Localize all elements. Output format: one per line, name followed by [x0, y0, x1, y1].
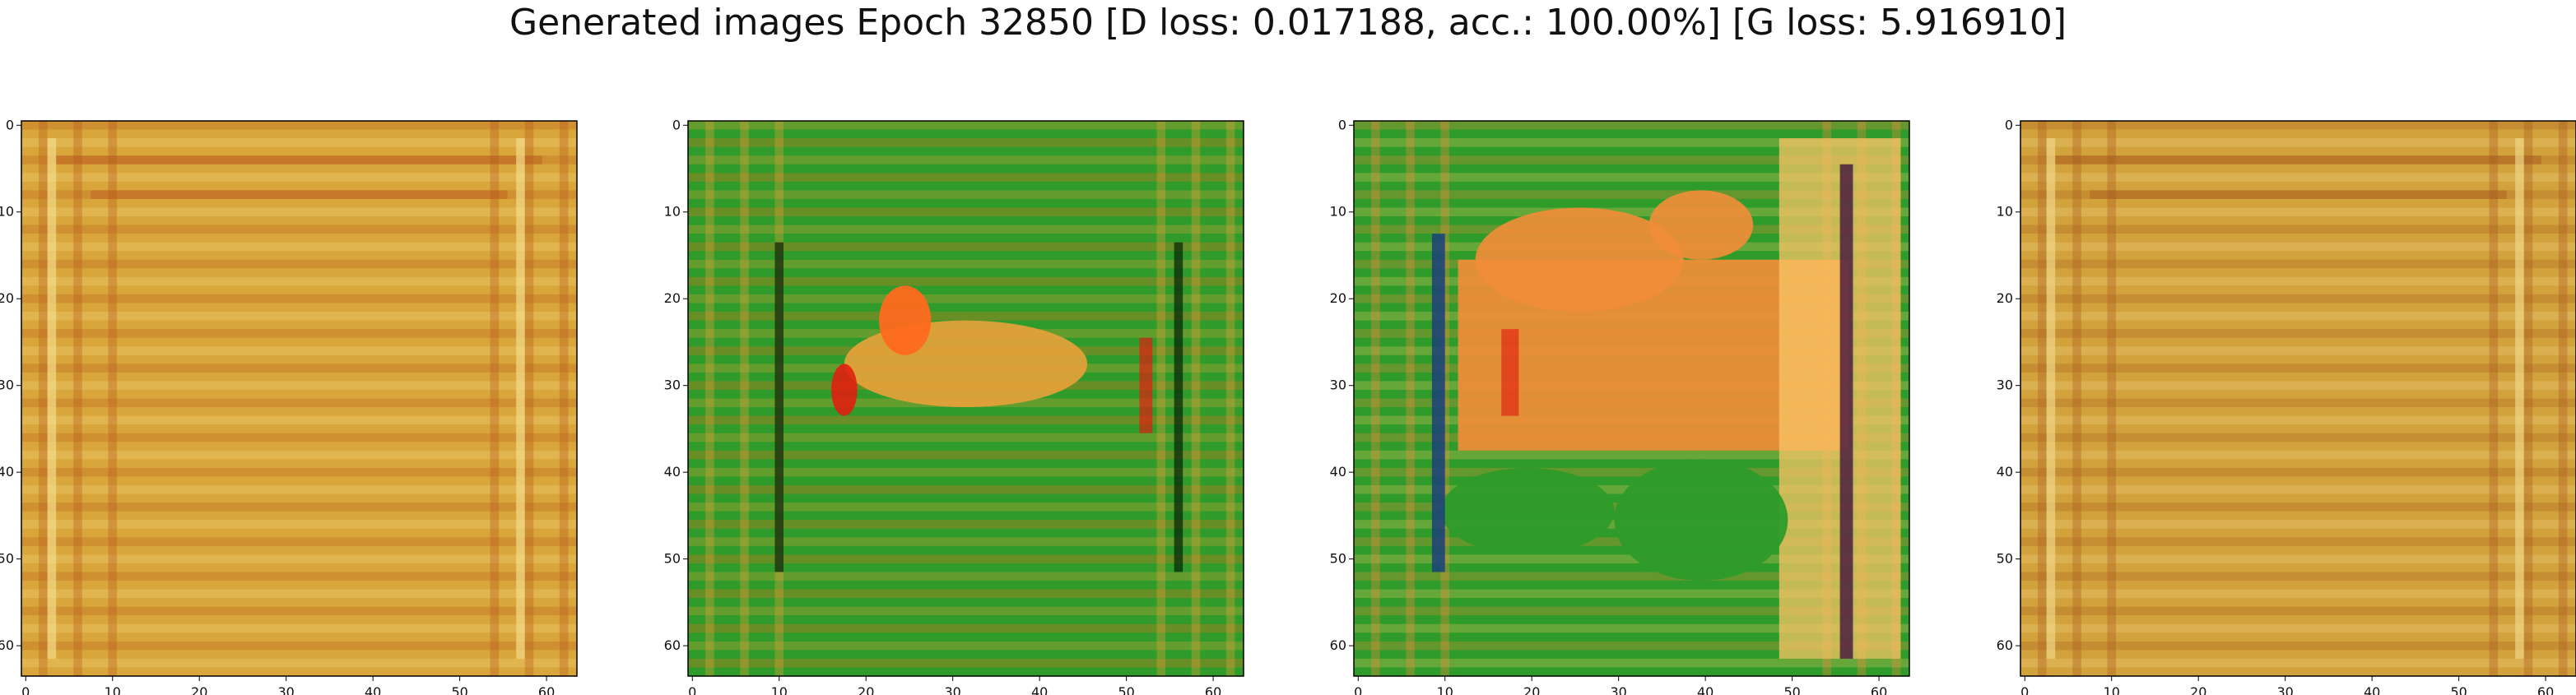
x-tick-label: 30 — [1611, 684, 1627, 695]
x-tick-label: 40 — [1031, 684, 1048, 695]
y-tick-label: 40 — [0, 464, 14, 480]
y-tick-label: 0 — [672, 117, 681, 132]
y-tick-label: 40 — [1997, 464, 2013, 480]
y-tick-label: 0 — [6, 117, 14, 132]
x-tick-label: 10 — [2104, 684, 2120, 695]
y-tick-label: 40 — [1330, 464, 1346, 480]
x-tick-label: 30 — [278, 684, 295, 695]
y-tick-label: 30 — [0, 378, 14, 393]
x-tick-label: 10 — [1437, 684, 1453, 695]
y-tick-label: 10 — [664, 204, 681, 220]
y-tick-label: 50 — [664, 551, 681, 567]
x-tick-label: 60 — [2537, 684, 2554, 695]
x-tick-label: 50 — [451, 684, 467, 695]
image-panel-4: 0 10 20 30 40 50 60 0 10 20 30 40 50 60 — [1997, 117, 2576, 695]
x-tick-label: 50 — [1783, 684, 1800, 695]
x-tick-label: 30 — [2277, 684, 2294, 695]
image-panel-2: 0 10 20 30 40 50 60 0 10 20 30 40 50 60 — [664, 117, 1244, 695]
y-tick-label: 10 — [1997, 204, 2013, 220]
y-tick-label: 30 — [664, 378, 681, 393]
x-tick-label: 50 — [2450, 684, 2467, 695]
generated-image-3 — [1354, 121, 1909, 676]
x-tick-label: 40 — [365, 684, 381, 695]
x-tick-label: 0 — [1354, 684, 1362, 695]
image-panel-1: 0 10 20 30 40 50 60 0 10 20 30 40 50 60 — [0, 117, 578, 695]
x-tick-label: 50 — [1118, 684, 1134, 695]
x-tick-label: 40 — [2364, 684, 2380, 695]
y-tick-label: 50 — [1997, 551, 2013, 567]
generated-image-4 — [2020, 121, 2576, 676]
y-tick-label: 20 — [664, 290, 681, 306]
x-tick-label: 40 — [1697, 684, 1713, 695]
axes-frame — [21, 120, 578, 677]
y-tick-label: 60 — [664, 637, 681, 653]
x-tick-label: 60 — [1205, 684, 1221, 695]
y-tick-label: 60 — [1997, 637, 2013, 653]
y-tick-label: 50 — [1330, 551, 1346, 567]
y-tick-label: 20 — [0, 290, 14, 306]
y-tick-label: 40 — [664, 464, 681, 480]
y-tick-label: 20 — [1997, 290, 2013, 306]
axes-frame — [2020, 120, 2576, 677]
x-tick-label: 20 — [191, 684, 207, 695]
y-tick-label: 20 — [1330, 290, 1346, 306]
y-tick-label: 10 — [0, 204, 14, 220]
x-tick-label: 0 — [21, 684, 30, 695]
axes-frame — [1353, 120, 1910, 677]
y-tick-label: 10 — [1330, 204, 1346, 220]
y-tick-label: 0 — [1338, 117, 1346, 132]
y-tick-label: 60 — [1330, 637, 1346, 653]
y-tick-label: 30 — [1330, 378, 1346, 393]
y-tick-label: 50 — [0, 551, 14, 567]
x-tick-label: 20 — [858, 684, 874, 695]
image-panel-3: 0 10 20 30 40 50 60 0 10 20 30 40 50 60 — [1330, 117, 1910, 695]
y-tick-label: 60 — [0, 637, 14, 653]
generated-image-1 — [21, 121, 577, 676]
axes-frame — [687, 120, 1244, 677]
x-tick-label: 60 — [538, 684, 555, 695]
x-tick-label: 10 — [771, 684, 788, 695]
x-tick-label: 0 — [688, 684, 696, 695]
generated-image-2 — [688, 121, 1244, 676]
x-tick-label: 30 — [945, 684, 961, 695]
figure-title: Generated images Epoch 32850 [D loss: 0.… — [509, 2, 2067, 44]
y-tick-label: 30 — [1997, 378, 2013, 393]
x-tick-label: 60 — [1871, 684, 1887, 695]
x-tick-label: 20 — [1523, 684, 1540, 695]
x-tick-label: 10 — [105, 684, 121, 695]
x-tick-label: 0 — [2020, 684, 2029, 695]
x-tick-label: 20 — [2190, 684, 2206, 695]
y-tick-label: 0 — [2005, 117, 2013, 132]
